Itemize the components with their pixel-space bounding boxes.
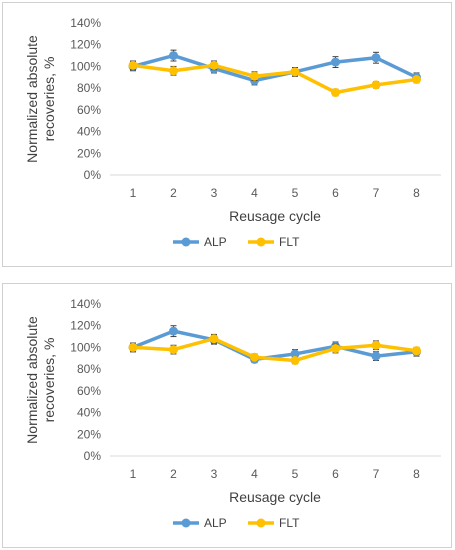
y-tick-label: 120% bbox=[70, 319, 101, 333]
x-tick-label: 5 bbox=[292, 467, 299, 481]
y-tick-label: 0% bbox=[84, 168, 102, 182]
series-line-flt bbox=[132, 336, 417, 363]
data-point-flt bbox=[412, 74, 421, 84]
x-tick-label: 8 bbox=[413, 186, 420, 200]
x-tick-label: 7 bbox=[373, 186, 380, 200]
y-tick-label: 80% bbox=[77, 81, 101, 95]
x-tick-label: 6 bbox=[332, 186, 339, 200]
y-tick-label: 0% bbox=[84, 449, 102, 463]
legend-label-flt: FLT bbox=[279, 516, 300, 530]
data-point-flt bbox=[169, 345, 178, 355]
data-point-flt bbox=[412, 346, 421, 356]
y-tick-label: 100% bbox=[70, 59, 101, 73]
data-point-flt bbox=[169, 66, 178, 76]
y-tick-label: 140% bbox=[70, 297, 101, 311]
x-axis-title: Reusage cycle bbox=[229, 489, 321, 505]
data-point-alp bbox=[371, 53, 381, 63]
legend-marker-alp bbox=[181, 518, 191, 528]
y-axis-title: Normalized absoluterecoveries, % bbox=[24, 316, 57, 444]
line-chart-reusage-2: 0% 20% 40% 60% 80% 100% 120% 140% 1 2 3 4 5 6 7 8 Reusag… bbox=[24, 297, 441, 530]
data-point-flt bbox=[128, 342, 138, 352]
x-tick-label: 7 bbox=[373, 467, 380, 481]
data-point-flt bbox=[250, 71, 259, 81]
x-tick-label: 8 bbox=[413, 467, 420, 481]
data-point-flt bbox=[290, 355, 300, 365]
legend-marker-alp bbox=[181, 237, 191, 247]
y-tick-label: 60% bbox=[77, 103, 101, 117]
y-tick-label: 80% bbox=[77, 362, 101, 376]
x-tick-label: 1 bbox=[130, 467, 137, 481]
y-axis-title-line: recoveries, % bbox=[41, 57, 57, 142]
y-tick-label: 40% bbox=[77, 125, 101, 139]
x-tick-label: 6 bbox=[332, 467, 339, 481]
x-tick-label: 5 bbox=[292, 186, 299, 200]
data-point-flt bbox=[290, 67, 300, 77]
y-tick-label: 60% bbox=[77, 384, 101, 398]
y-axis-title-line: Normalized absolute bbox=[24, 35, 40, 163]
legend-label-flt: FLT bbox=[279, 235, 300, 249]
chart-panel-reusage-2: 0% 20% 40% 60% 80% 100% 120% 140% 1 2 3 4 5 6 7 8 Reusag… bbox=[2, 283, 452, 548]
y-axis-title-line: recoveries, % bbox=[41, 338, 57, 423]
data-point-flt bbox=[371, 80, 381, 90]
series-line-alp bbox=[132, 53, 418, 83]
series-line-alp bbox=[132, 329, 417, 362]
y-tick-label: 20% bbox=[77, 146, 101, 160]
y-tick-label: 40% bbox=[77, 406, 101, 420]
data-point-flt bbox=[209, 334, 219, 344]
x-axis-title: Reusage cycle bbox=[229, 208, 321, 224]
y-tick-label: 100% bbox=[70, 340, 101, 354]
legend-label-alp: ALP bbox=[204, 516, 227, 530]
data-point-alp bbox=[169, 326, 178, 336]
y-tick-label: 20% bbox=[77, 427, 101, 441]
data-point-flt bbox=[209, 60, 219, 70]
x-tick-label: 4 bbox=[251, 467, 258, 481]
legend-label-alp: ALP bbox=[204, 235, 227, 249]
data-point-alp bbox=[169, 51, 178, 61]
x-tick-label: 3 bbox=[211, 467, 218, 481]
x-tick-label: 2 bbox=[170, 467, 177, 481]
data-point-flt bbox=[371, 340, 381, 350]
y-tick-label: 140% bbox=[70, 16, 101, 30]
legend-marker-flt bbox=[256, 237, 266, 247]
x-tick-label: 3 bbox=[211, 186, 218, 200]
data-point-alp bbox=[371, 351, 381, 361]
data-point-flt bbox=[331, 87, 340, 97]
data-point-flt bbox=[250, 352, 259, 362]
x-tick-label: 4 bbox=[251, 186, 258, 200]
data-point-flt bbox=[331, 344, 340, 354]
data-point-flt bbox=[128, 60, 138, 70]
y-tick-label: 120% bbox=[70, 38, 101, 52]
chart-panel-reusage-1: 0% 20% 40% 60% 80% 100% 120% 140% 1 2 3 4 5 6 7 8 Reusag… bbox=[2, 2, 452, 267]
x-tick-label: 2 bbox=[170, 186, 177, 200]
x-tick-label: 1 bbox=[130, 186, 137, 200]
data-point-alp bbox=[331, 57, 340, 67]
y-axis-title-line: Normalized absolute bbox=[24, 316, 40, 444]
legend-marker-flt bbox=[256, 518, 266, 528]
line-chart-reusage-1: 0% 20% 40% 60% 80% 100% 120% 140% 1 2 3 4 5 6 7 8 Reusag… bbox=[24, 16, 441, 249]
series-line-flt bbox=[132, 63, 417, 95]
y-axis-title: Normalized absoluterecoveries, % bbox=[24, 35, 57, 163]
